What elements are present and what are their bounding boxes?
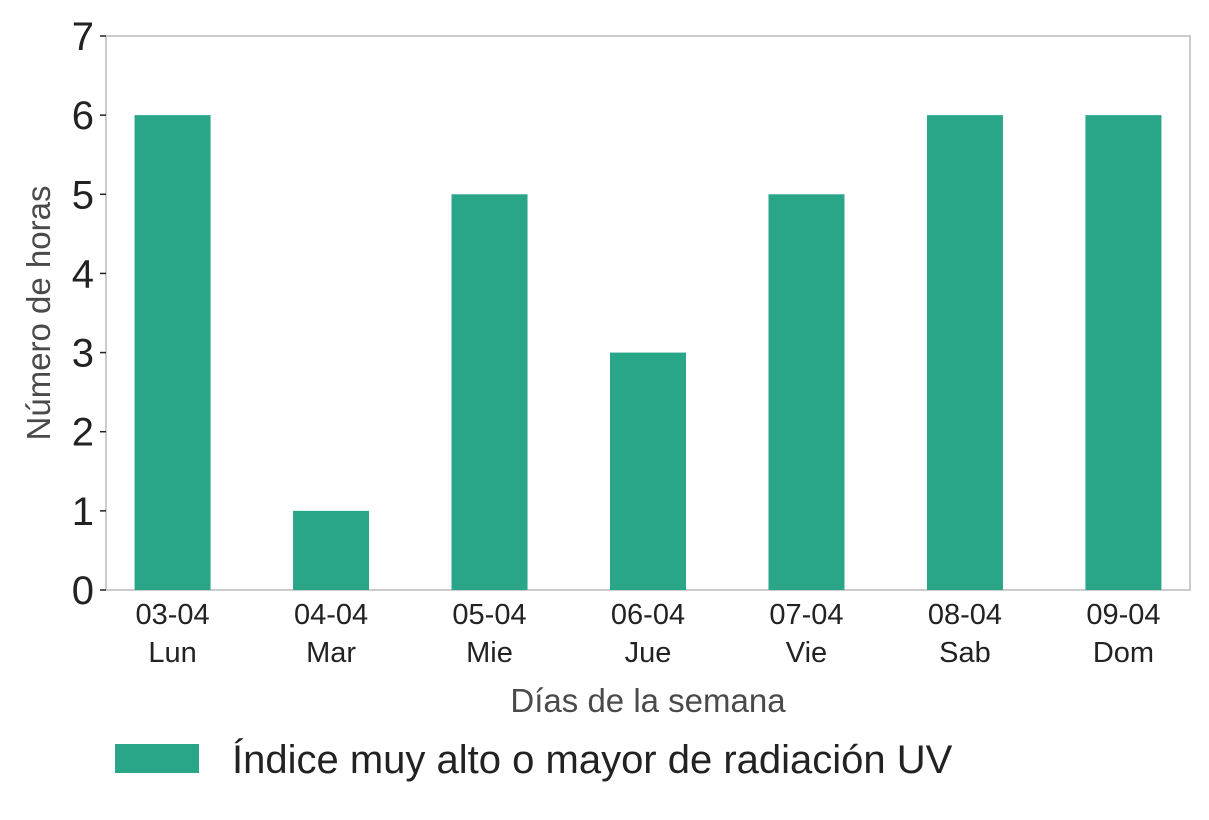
legend-label: Índice muy alto o mayor de radiación UV <box>232 737 953 782</box>
y-tick-label: 4 <box>72 252 94 296</box>
x-tick-day: Sab <box>939 637 991 669</box>
bar <box>926 115 1003 591</box>
x-tick-day: Vie <box>786 637 827 669</box>
x-tick-date: 04-04 <box>294 599 368 631</box>
x-tick-day: Lun <box>148 637 196 669</box>
x-axis: 03-04 Lun 04-04 Mar 05-04 Mie 06-04 Jue 07-04 Vie… <box>135 582 1161 669</box>
x-tick-date: 05-04 <box>452 599 526 631</box>
x-tick-date: 03-04 <box>135 599 209 631</box>
x-tick-day: Jue <box>625 637 672 669</box>
y-tick-label: 5 <box>72 173 94 217</box>
x-tick-date: 06-04 <box>611 599 685 631</box>
y-axis: 0 1 2 3 4 5 6 7 <box>72 15 106 613</box>
x-tick-label: 09-04 Dom <box>1086 599 1160 669</box>
bar <box>293 510 370 590</box>
x-tick-day: Mie <box>466 637 513 669</box>
y-axis-title: Número de horas <box>20 186 57 441</box>
y-tick-label: 3 <box>72 332 94 376</box>
x-tick-label: 07-04 Vie <box>769 599 843 669</box>
x-tick-day: Mar <box>306 637 356 669</box>
x-tick-label: 08-04 Sab <box>928 599 1002 669</box>
bar <box>768 194 845 591</box>
x-tick-date: 09-04 <box>1086 599 1160 631</box>
x-tick-label: 03-04 Lun <box>135 599 209 669</box>
y-tick-label: 1 <box>72 490 94 534</box>
x-tick-label: 06-04 Jue <box>611 599 685 669</box>
y-tick-label: 7 <box>72 15 94 59</box>
legend-swatch <box>115 744 199 773</box>
x-tick-date: 07-04 <box>769 599 843 631</box>
bar-series <box>134 115 1162 591</box>
bar <box>451 194 528 591</box>
x-tick-label: 04-04 Mar <box>294 599 368 669</box>
x-axis-title: Días de la semana <box>510 682 786 719</box>
y-tick-label: 2 <box>72 411 94 455</box>
legend: Índice muy alto o mayor de radiación UV <box>115 737 953 782</box>
y-tick-label: 6 <box>72 94 94 138</box>
x-tick-day: Dom <box>1093 637 1154 669</box>
x-tick-label: 05-04 Mie <box>452 599 526 669</box>
y-tick-label: 0 <box>72 569 94 613</box>
bar <box>610 352 686 590</box>
bar <box>134 115 211 591</box>
bar <box>1085 115 1162 591</box>
x-tick-date: 08-04 <box>928 599 1002 631</box>
